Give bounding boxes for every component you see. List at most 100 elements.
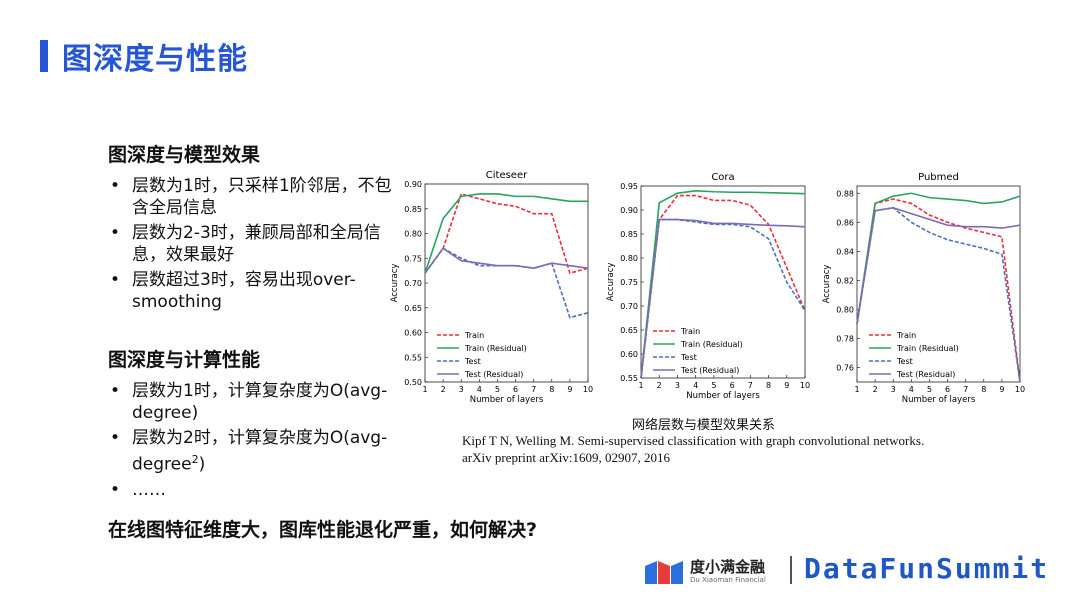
x-tick-label: 9 — [999, 385, 1004, 394]
series-line — [640, 218, 806, 379]
y-tick-label: 0.85 — [620, 230, 638, 239]
y-tick-label: 0.88 — [836, 189, 854, 198]
series-line — [424, 192, 589, 275]
y-tick-label: 0.75 — [404, 254, 422, 263]
y-tick-label: 0.55 — [404, 353, 422, 362]
series-line — [640, 194, 806, 379]
logo-icon — [645, 561, 683, 584]
y-axis-label: Accuracy — [822, 265, 832, 304]
bullet: …… — [108, 479, 402, 501]
series-line — [856, 206, 1021, 383]
y-tick-label: 0.85 — [404, 205, 422, 214]
x-tick-label: 8 — [766, 381, 771, 390]
y-tick-label: 0.65 — [404, 304, 422, 313]
y-tick-label: 0.65 — [620, 326, 638, 335]
x-tick-label: 6 — [730, 381, 735, 390]
bullet: 层数为2时，计算复杂度为O(avg-degree2) — [108, 427, 402, 476]
legend-label: Train — [680, 327, 700, 336]
x-tick-label: 2 — [657, 381, 662, 390]
legend-label: Test (Residual) — [680, 366, 739, 375]
series-line — [856, 192, 1021, 325]
legend-label: Train — [896, 331, 916, 340]
chart-title: Pubmed — [918, 172, 959, 183]
citation: arXiv preprint arXiv:1609, 02907, 2016 — [462, 450, 670, 465]
y-tick-label: 0.80 — [836, 305, 854, 314]
y-tick-label: 0.95 — [620, 182, 638, 191]
series-line — [640, 189, 806, 379]
x-tick-label: 2 — [441, 385, 446, 394]
y-tick-label: 0.90 — [620, 206, 638, 215]
x-axis-label: Number of layers — [470, 395, 544, 405]
section: 图深度与模型效果 层数为1时，只采样1阶邻居，不包含全局信息 层数为2-3时，兼… — [108, 140, 402, 313]
logo-text: 度小满金融 — [690, 558, 766, 576]
y-tick-label: 0.80 — [404, 230, 422, 239]
x-tick-label: 7 — [963, 385, 968, 394]
x-tick-label: 7 — [531, 385, 536, 394]
y-tick-label: 0.80 — [620, 254, 638, 263]
legend-label: Test (Residual) — [896, 370, 955, 379]
series-line — [640, 218, 806, 379]
series-line — [424, 193, 588, 274]
y-tick-label: 0.76 — [836, 363, 854, 372]
y-tick-label: 0.50 — [404, 378, 422, 387]
legend-label: Train (Residual) — [464, 344, 527, 353]
x-axis-label: Number of layers — [686, 391, 760, 401]
y-tick-label: 0.75 — [620, 278, 638, 287]
legend-label: Test — [680, 353, 697, 362]
bullet: 层数为2-3时，兼顾局部和全局信息，效果最好 — [108, 222, 402, 266]
slide-title: 图深度与性能 — [62, 42, 248, 77]
x-tick-label: 9 — [567, 385, 572, 394]
superscript: 2 — [191, 453, 199, 466]
legend-label: Train — [464, 331, 484, 340]
x-tick-label: 9 — [784, 381, 789, 390]
series-line — [856, 206, 1021, 325]
legend-label: Test (Residual) — [464, 370, 523, 379]
y-tick-label: 0.84 — [836, 247, 854, 256]
x-tick-label: 5 — [495, 385, 500, 394]
x-tick-label: 10 — [1015, 385, 1025, 394]
x-tick-label: 1 — [638, 381, 643, 390]
x-tick-label: 7 — [748, 381, 753, 390]
series-line — [856, 198, 1021, 383]
bullet: 层数为1时，只采样1阶邻居，不包含全局信息 — [108, 175, 402, 219]
x-tick-label: 1 — [854, 385, 859, 394]
legend-label: Test — [464, 357, 481, 366]
series-line — [424, 247, 589, 319]
x-tick-label: 10 — [800, 381, 810, 390]
y-tick-label: 0.90 — [404, 180, 422, 189]
x-tick-label: 3 — [459, 385, 464, 394]
section-heading: 图深度与模型效果 — [108, 144, 261, 166]
section: 图深度与计算性能 层数为1时，计算复杂度为O(avg-degree) 层数为2时… — [108, 345, 402, 501]
logo-subtext: Du Xiaoman Financial — [690, 576, 766, 584]
brand: DataFunSummit — [804, 552, 1050, 585]
y-tick-label: 0.78 — [836, 334, 854, 343]
x-tick-label: 4 — [693, 381, 698, 390]
x-axis-label: Number of layers — [902, 395, 976, 405]
plot-frame — [856, 185, 1021, 383]
x-tick-label: 1 — [422, 385, 427, 394]
question: 在线图特征维度大，图库性能退化严重，如何解决? — [108, 519, 538, 541]
x-tick-label: 4 — [477, 385, 482, 394]
series-line — [424, 247, 589, 274]
x-tick-label: 4 — [909, 385, 914, 394]
legend-label: Test — [896, 357, 913, 366]
bullet-text: 层数为2时，计算复杂度为O(avg-degree — [132, 428, 388, 475]
bullet: 层数为1时，计算复杂度为O(avg-degree) — [108, 380, 402, 424]
citation: Kipf T N, Welling M. Semi-supervised cla… — [462, 433, 925, 448]
x-tick-label: 8 — [981, 385, 986, 394]
legend-label: Train (Residual) — [896, 344, 959, 353]
x-tick-label: 5 — [927, 385, 932, 394]
x-tick-label: 10 — [583, 385, 593, 394]
x-tick-label: 5 — [711, 381, 716, 390]
x-tick-label: 8 — [549, 385, 554, 394]
x-tick-label: 6 — [513, 385, 518, 394]
y-tick-label: 0.60 — [404, 329, 422, 338]
plot-frame — [640, 185, 806, 379]
legend-label: Train (Residual) — [680, 340, 743, 349]
y-tick-label: 0.70 — [620, 302, 638, 311]
chart-title: Citeseer — [486, 170, 528, 181]
bullet-text: ) — [198, 454, 206, 475]
title-accent — [40, 40, 48, 72]
